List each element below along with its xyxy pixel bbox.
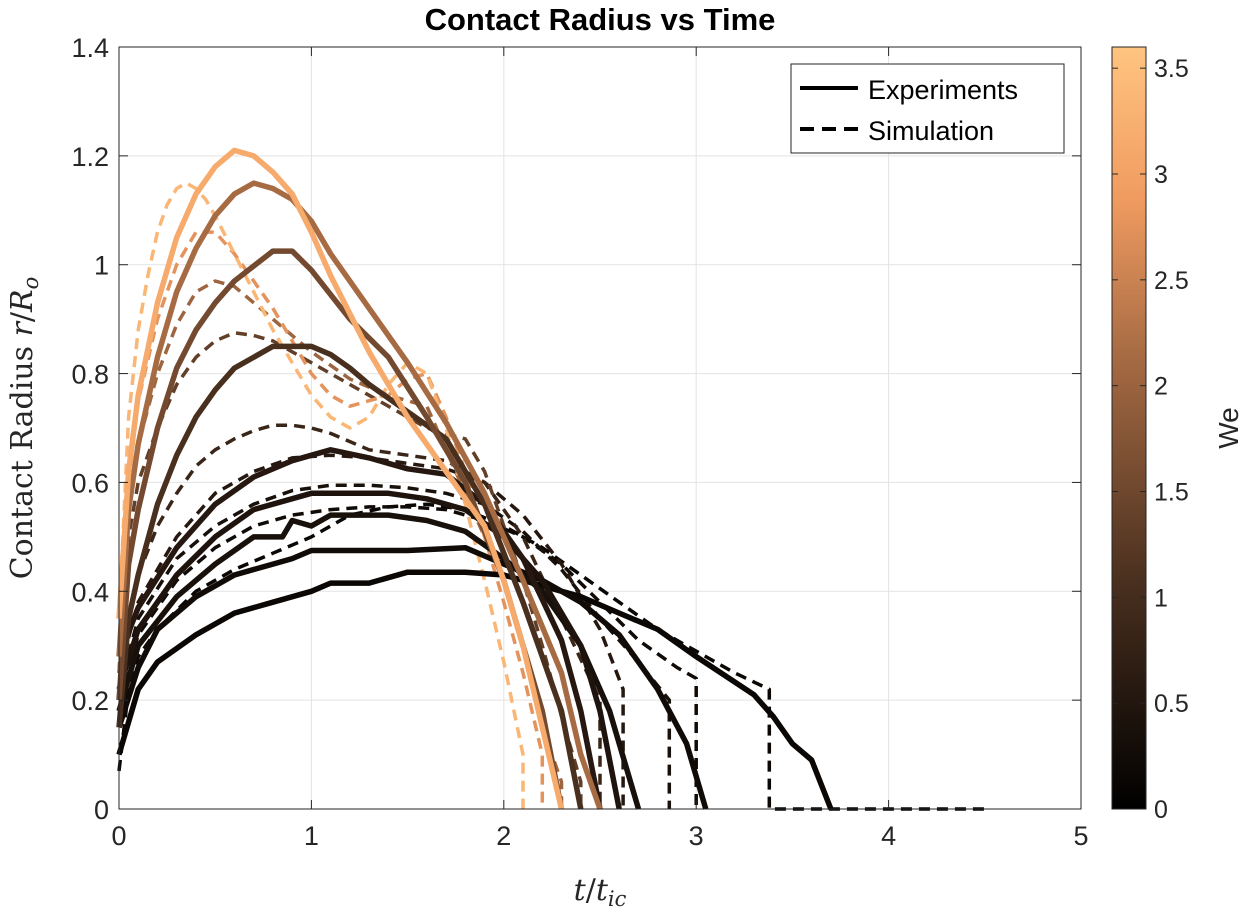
x-tick-label: 0	[111, 821, 126, 851]
plot-area: 0 1 2 3 4 5 0 0.2 0.4 0.6 0.8 1 1.2 1.4	[71, 33, 1088, 851]
legend-experiments-label: Experiments	[868, 75, 1018, 105]
experiment-series-4	[116, 447, 603, 810]
y-tick-label: 0.4	[71, 577, 109, 607]
experiment-series-2	[116, 512, 642, 810]
colorbar-tick-label: 0	[1154, 796, 1168, 824]
experiment-series-5	[116, 343, 584, 810]
plot-frame	[118, 46, 1082, 810]
legend-simulation-label: Simulation	[868, 116, 994, 146]
plot-background	[119, 47, 1081, 809]
x-tick-label: 3	[689, 821, 704, 851]
x-tick-label: 1	[304, 821, 319, 851]
experiment-series-1	[116, 544, 709, 810]
y-tick-label: 1	[94, 251, 109, 281]
x-tick-label: 5	[1073, 821, 1088, 851]
experiment-series-0	[116, 569, 834, 811]
colorbar-tick-label: 0.5	[1154, 690, 1189, 718]
grid	[119, 47, 1081, 809]
simulation-series-10	[117, 505, 698, 809]
colorbar-label: We	[1213, 407, 1243, 449]
experiment-series-3	[116, 490, 622, 810]
simulation-series-14	[117, 331, 583, 809]
colorbar-tick-label: 1	[1154, 584, 1168, 612]
chart-title: Contact Radius vs Time	[425, 2, 776, 37]
colorbar-tick-label: 2	[1154, 373, 1168, 401]
series-lines	[116, 147, 985, 811]
colorbar-gradient	[1111, 46, 1147, 810]
experiment-series-8	[116, 147, 565, 810]
x-tick-label: 4	[881, 821, 896, 851]
y-tick-label: 1.2	[71, 142, 109, 172]
y-tick-label: 1.4	[71, 33, 109, 63]
x-tick-label: 2	[496, 821, 511, 851]
colorbar-ticks: 0 0.5 1 1.5 2 2.5 3 3.5	[1112, 55, 1189, 824]
colorbar-tick-label: 3.5	[1154, 55, 1189, 83]
y-axis-label: Contact Radius r/Ro	[5, 277, 43, 580]
colorbar-tick-label: 3	[1154, 161, 1168, 189]
y-tick-label: 0	[94, 795, 109, 825]
legend: Experiments Simulation	[790, 63, 1065, 154]
y-tick-label: 0.6	[71, 468, 109, 498]
legend-box	[790, 63, 1065, 154]
axis-ticks: 0 1 2 3 4 5 0 0.2 0.4 0.6 0.8 1 1.2 1.4	[71, 33, 1088, 851]
y-tick-label: 0.2	[71, 686, 109, 716]
colorbar-tick-label: 1.5	[1154, 479, 1189, 507]
colorbar-tick-label: 2.5	[1154, 267, 1189, 295]
x-axis-label: t/tic	[574, 873, 627, 911]
experiment-series-6	[116, 248, 565, 810]
colorbar: 0 0.5 1 1.5 2 2.5 3 3.5 We	[1111, 46, 1243, 824]
y-tick-label: 0.8	[71, 360, 109, 390]
